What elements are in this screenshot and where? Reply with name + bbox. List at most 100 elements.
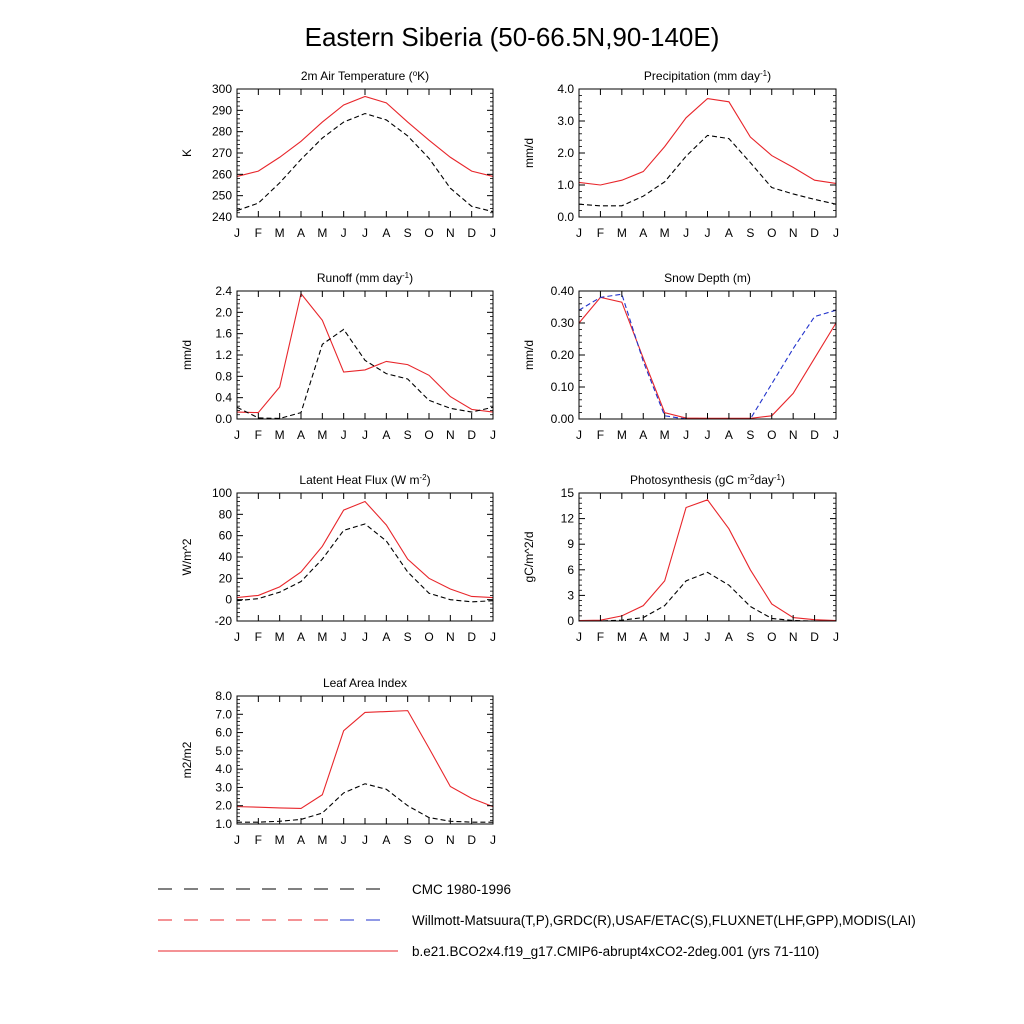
panel-7: Leaf Area Index m2/m2 1.0 2.0 3.0 4.0 5.0 6.0 7.… (180, 676, 496, 847)
y-tick-label: 0.30 (551, 316, 575, 330)
x-tick-label: F (255, 428, 262, 442)
x-tick-label: A (297, 226, 305, 240)
x-tick-label: A (297, 833, 305, 847)
x-tick-label: O (767, 428, 776, 442)
x-tick-label: J (833, 428, 839, 442)
panel-title: Runoff (mm day-1) (317, 271, 413, 286)
x-tick-label: D (810, 630, 819, 644)
y-tick-label: 100 (212, 486, 232, 500)
x-tick-label: O (424, 428, 433, 442)
x-tick-label: F (597, 428, 604, 442)
y-tick-label: 300 (212, 82, 232, 96)
x-tick-label: J (576, 428, 582, 442)
y-tick-label: 0.8 (215, 369, 232, 383)
x-tick-label: J (833, 226, 839, 240)
y-tick-label: 6.0 (215, 726, 232, 740)
x-tick-label: O (424, 833, 433, 847)
legend-label: Willmott-Matsuura(T,P),GRDC(R),USAF/ETAC… (412, 913, 916, 928)
y-tick-label: 0.00 (551, 412, 575, 426)
y-tick-label: 7.0 (215, 707, 232, 721)
x-tick-label: M (275, 630, 285, 644)
panels: 2m Air Temperature (oK) K 240 250 260 270 280 2… (180, 69, 839, 848)
panel-1: 2m Air Temperature (oK) K 240 250 260 270 280 2… (180, 69, 496, 241)
x-tick-label: D (810, 428, 819, 442)
x-tick-label: O (424, 630, 433, 644)
panel-title: Leaf Area Index (323, 676, 407, 690)
x-tick-label: J (576, 226, 582, 240)
y-tick-label: 1.6 (215, 327, 232, 341)
legend-item-3: b.e21.BCO2x4.f19_g17.CMIP6-abrupt4xCO2-2… (158, 944, 819, 959)
y-tick-label: 60 (219, 529, 233, 543)
y-axis-label: mm/d (522, 138, 536, 168)
y-tick-label: 1.0 (215, 817, 232, 831)
x-tick-label: J (490, 226, 496, 240)
x-tick-label: A (382, 428, 390, 442)
x-tick-label: D (467, 226, 476, 240)
x-tick-label: M (660, 630, 670, 644)
panel-title: Snow Depth (m) (664, 271, 751, 285)
x-tick-label: A (382, 226, 390, 240)
y-tick-label: 0.0 (215, 412, 232, 426)
legend-item-1: CMC 1980-1996 (158, 882, 511, 897)
x-tick-label: J (683, 428, 689, 442)
y-tick-label: 0.4 (215, 391, 232, 405)
y-tick-label: 290 (212, 103, 232, 117)
x-tick-label: N (446, 630, 455, 644)
y-tick-label: 0 (567, 614, 574, 628)
x-tick-label: N (789, 428, 798, 442)
series-line-2 (578, 293, 837, 420)
y-tick-label: 5.0 (215, 744, 232, 758)
y-tick-label: 3.0 (215, 780, 232, 794)
x-tick-label: M (317, 428, 327, 442)
x-tick-label: J (683, 630, 689, 644)
y-tick-label: 0.0 (557, 210, 574, 224)
x-tick-label: J (234, 630, 240, 644)
x-tick-label: S (746, 630, 754, 644)
y-tick-label: 1.0 (557, 178, 574, 192)
y-tick-label: 240 (212, 210, 232, 224)
series-line-1 (236, 500, 494, 599)
plot-frame (578, 492, 837, 622)
x-tick-label: J (362, 226, 368, 240)
x-tick-label: O (767, 226, 776, 240)
x-tick-label: A (639, 428, 647, 442)
y-axis-label: mm/d (180, 340, 194, 370)
x-tick-label: F (597, 630, 604, 644)
y-tick-label: -20 (215, 614, 233, 628)
x-tick-label: F (255, 833, 262, 847)
y-axis-label: W/m^2 (180, 538, 194, 575)
x-tick-label: A (639, 630, 647, 644)
x-tick-label: M (617, 428, 627, 442)
plot-frame (578, 88, 837, 218)
x-tick-label: M (660, 226, 670, 240)
series-line-1 (578, 98, 837, 186)
series-line-1 (578, 499, 837, 622)
y-tick-label: 2.4 (215, 284, 232, 298)
panel-2: Precipitation (mm day-1) mm/d 0.0 1.0 2.0 3.0… (522, 69, 839, 241)
x-tick-label: O (424, 226, 433, 240)
x-tick-label: J (341, 226, 347, 240)
x-tick-label: S (404, 833, 412, 847)
x-tick-label: N (789, 630, 798, 644)
x-tick-label: M (275, 226, 285, 240)
x-tick-label: J (362, 428, 368, 442)
y-tick-label: 15 (561, 486, 575, 500)
y-tick-label: 2.0 (215, 799, 232, 813)
x-tick-label: J (833, 630, 839, 644)
x-tick-label: M (660, 428, 670, 442)
x-tick-label: J (705, 428, 711, 442)
figure-title: Eastern Siberia (50-66.5N,90-140E) (305, 22, 720, 52)
x-tick-label: J (362, 630, 368, 644)
x-tick-label: D (467, 428, 476, 442)
x-tick-label: A (382, 630, 390, 644)
panel-6: Photosynthesis (gC m-2day-1) gC/m^2/d 0 3 6 9… (522, 473, 839, 645)
plot-frame (236, 492, 494, 622)
x-tick-label: N (789, 226, 798, 240)
series-line-2 (578, 134, 837, 207)
x-tick-label: A (725, 226, 733, 240)
x-tick-label: S (404, 226, 412, 240)
y-tick-label: 4.0 (557, 82, 574, 96)
x-tick-label: J (490, 833, 496, 847)
y-tick-label: 3.0 (557, 114, 574, 128)
